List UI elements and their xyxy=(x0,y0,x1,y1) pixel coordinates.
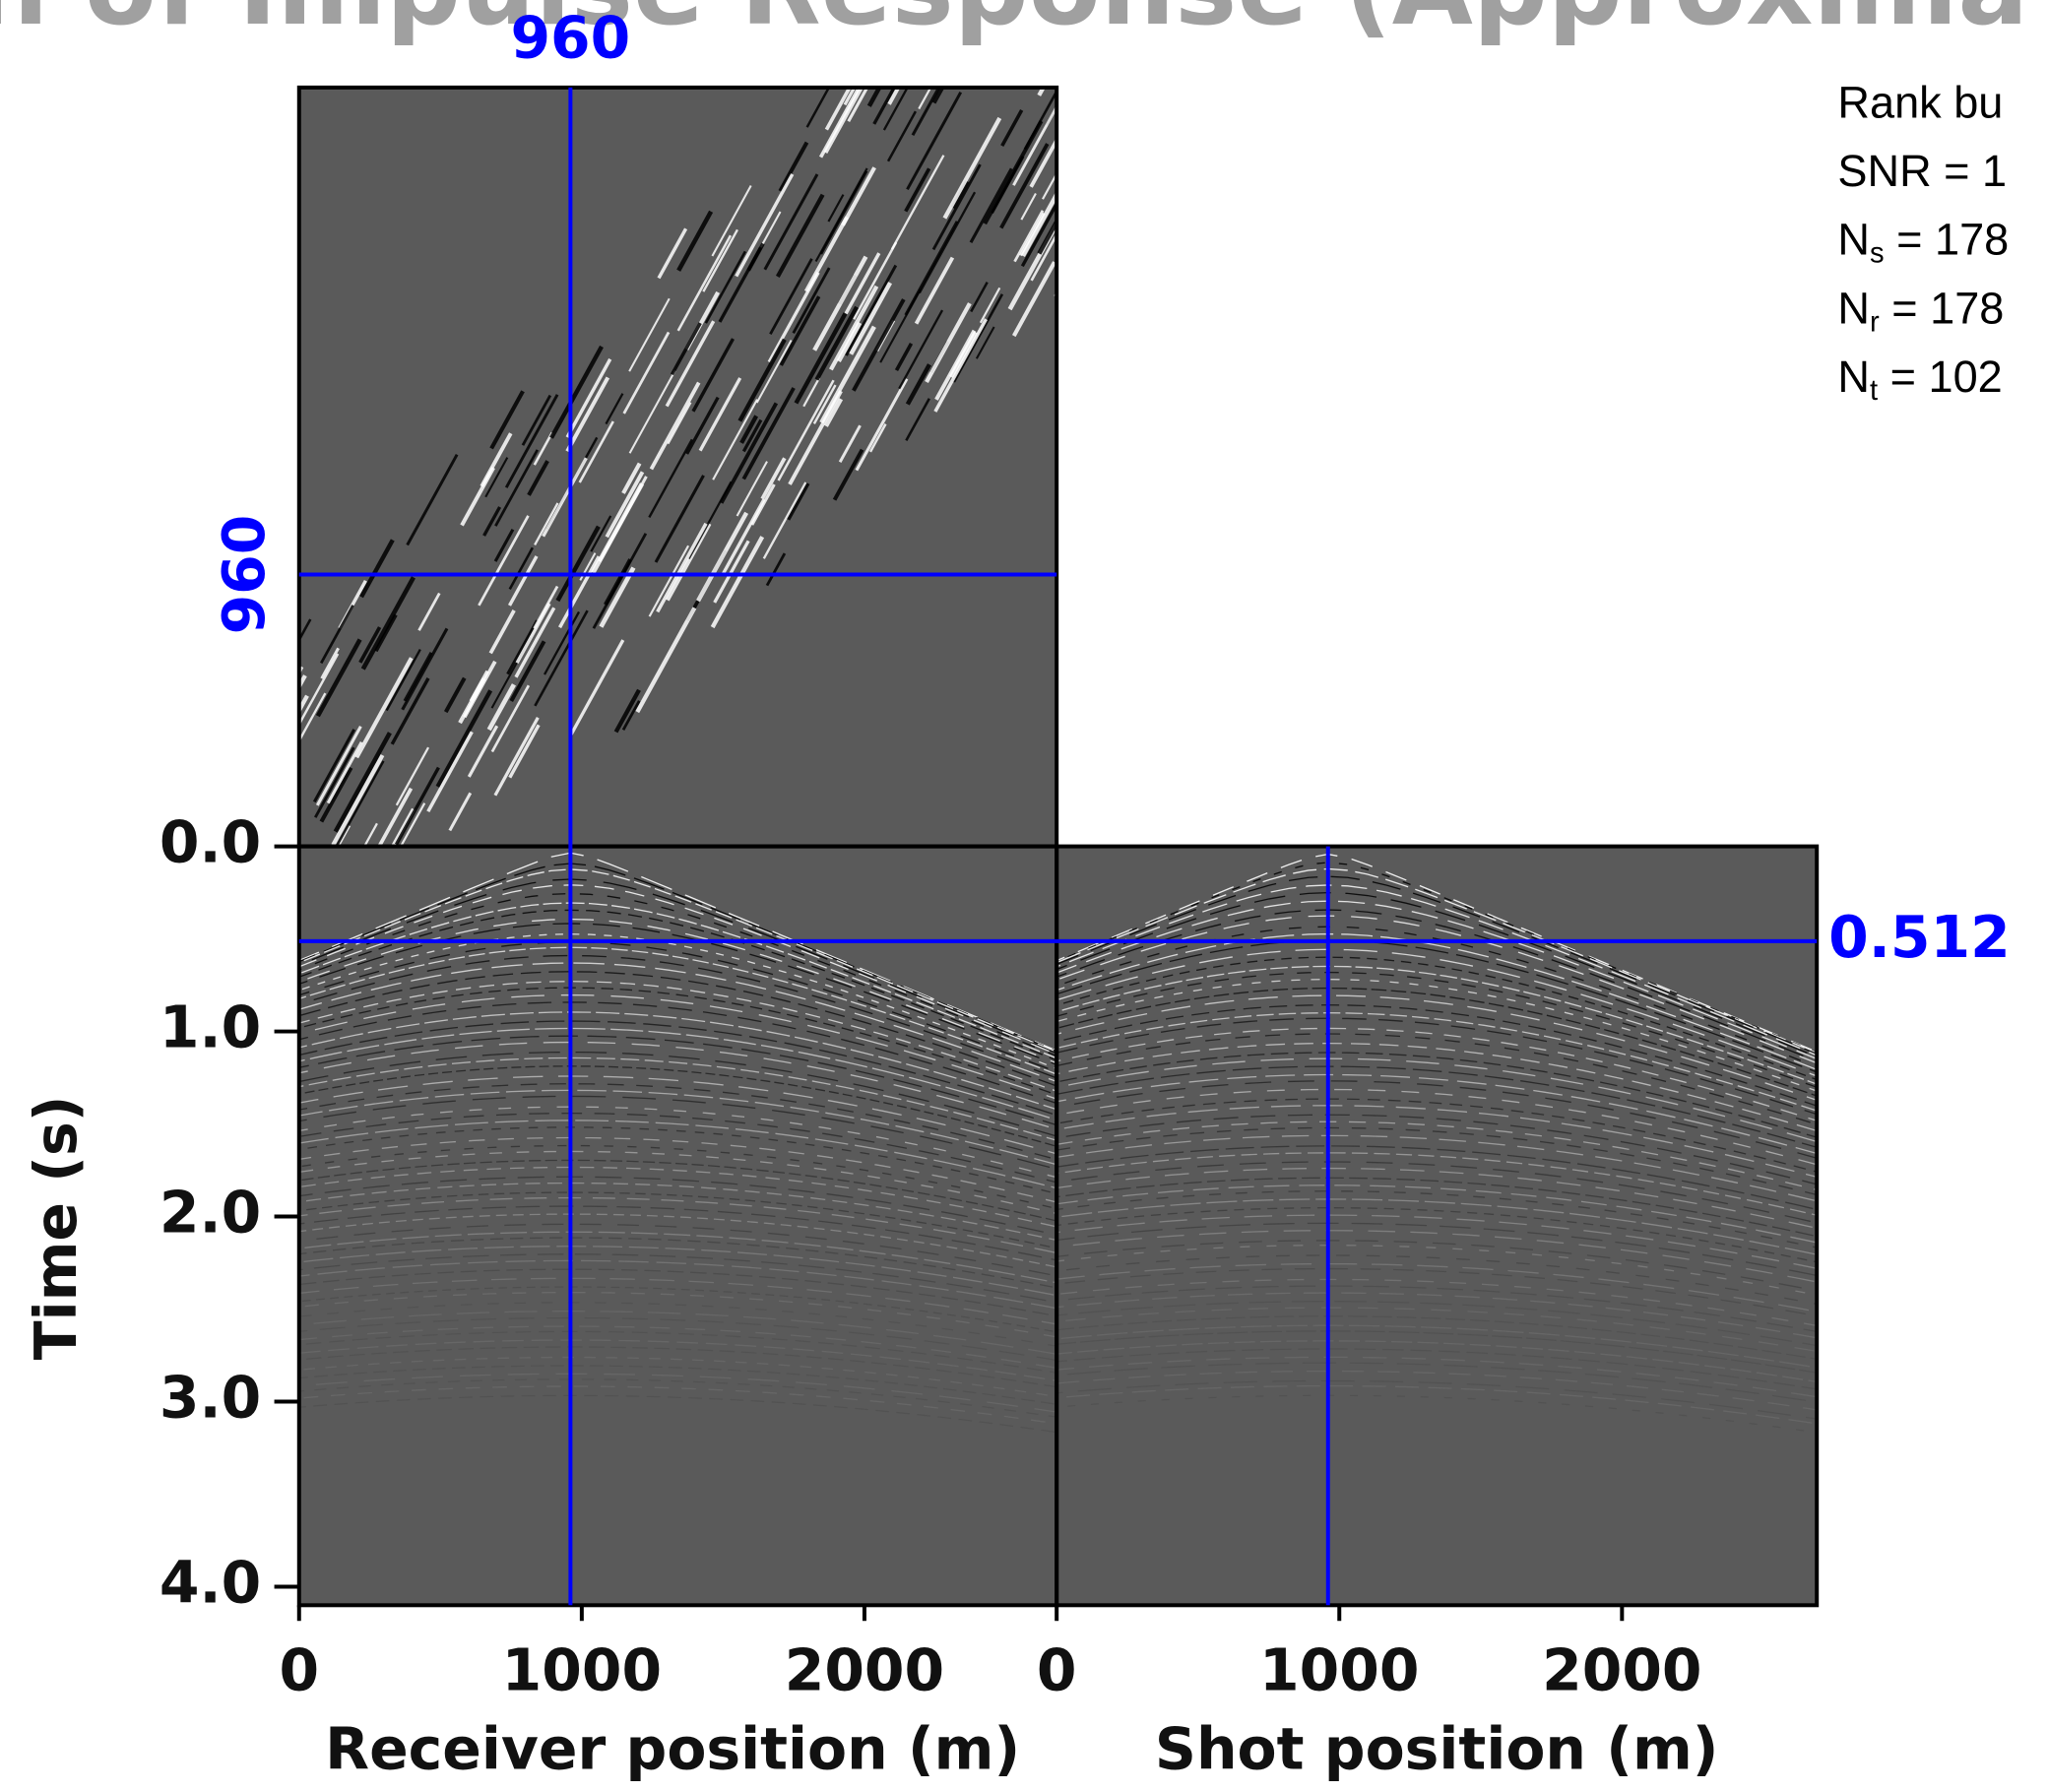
annotation-text: Rank bu xyxy=(1837,77,2003,127)
annotation-text: = 102 xyxy=(1878,352,2003,402)
y-tick-label: 0.0 xyxy=(160,809,261,876)
y-tick-label: 4.0 xyxy=(160,1550,261,1617)
x-tick-label: 0 xyxy=(279,1637,319,1704)
annotation-line: Nt = 102 xyxy=(1837,352,2002,407)
annotation-subscript: s xyxy=(1870,238,1885,270)
x-tick-label: 1000 xyxy=(502,1637,662,1704)
x2-tick-label: 1000 xyxy=(1259,1637,1419,1704)
annotation-subscript: t xyxy=(1870,375,1878,407)
annotation-text: SNR = 1 xyxy=(1837,146,2007,196)
y-tick-label: 2.0 xyxy=(160,1180,261,1247)
x2-axis-label: Shot position (m) xyxy=(1155,1715,1719,1782)
annotation-text: = 178 xyxy=(1880,283,2005,333)
annotation-text: = 178 xyxy=(1885,215,2010,265)
crosshair-label: 960 xyxy=(510,5,630,72)
annotation-symbol: N xyxy=(1837,352,1870,402)
y-tick-label: 1.0 xyxy=(160,994,261,1061)
x-tick-label: 2000 xyxy=(785,1637,944,1704)
panel xyxy=(1056,846,1818,1606)
x2-tick-label: 0 xyxy=(1037,1637,1077,1704)
title: n of Impulse Response (Approxima xyxy=(0,0,2028,49)
panel xyxy=(298,846,1057,1606)
annotation-symbol: N xyxy=(1837,283,1870,333)
y-axis-label: Time (s) xyxy=(23,1096,90,1361)
annotation-line: Nr = 178 xyxy=(1837,283,2004,338)
y-tick-label: 3.0 xyxy=(160,1365,261,1432)
x2-tick-label: 2000 xyxy=(1542,1637,1701,1704)
annotation-subscript: r xyxy=(1870,306,1880,338)
panel-frame xyxy=(1055,844,1820,1608)
annotation-symbol: N xyxy=(1837,215,1870,265)
annotation-line: Ns = 178 xyxy=(1837,215,2009,270)
annotation-line: SNR = 1 xyxy=(1837,146,2007,196)
crosshair-label: 0.512 xyxy=(1828,904,2011,971)
crosshair-label: 960 xyxy=(211,515,278,635)
annotation-line: Rank bu xyxy=(1837,77,2003,127)
texture xyxy=(298,87,1057,847)
x-axis-label: Receiver position (m) xyxy=(325,1715,1020,1782)
